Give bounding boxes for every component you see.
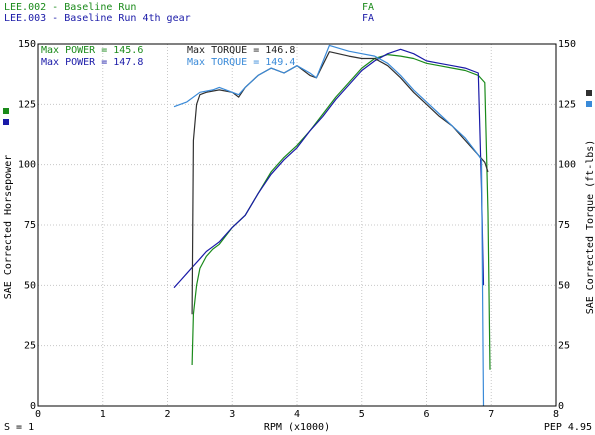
x-tick-label: 8 [553, 409, 559, 420]
y-tick-label-left: 25 [24, 341, 36, 352]
y-tick-label-left: 0 [30, 401, 36, 412]
y-tick-label-right: 125 [558, 99, 576, 110]
run-2-label: LEE.003 - Baseline Run 4th gear [4, 13, 191, 24]
x-tick-label: 3 [229, 409, 235, 420]
y-tick-label-right: 150 [558, 39, 576, 50]
series-line-power-2 [173, 48, 485, 289]
legend-swatch-hp1 [3, 108, 9, 114]
y-tick-label-left: 125 [18, 99, 36, 110]
plot-frame [37, 43, 557, 407]
y-tick-label-right: 25 [558, 341, 570, 352]
stat-max-power-2: Max POWER = 147.8 [41, 57, 143, 68]
y-tick-label-left: 100 [18, 160, 36, 171]
grid [38, 44, 556, 406]
run-1-tag: FA [362, 2, 374, 13]
series-line-torque-2 [173, 44, 485, 407]
series-line-power-1 [191, 53, 491, 370]
footer-right: PEP 4.95 [544, 422, 592, 433]
x-tick-label: 6 [423, 409, 429, 420]
y-tick-label-right: 75 [558, 220, 570, 231]
y-tick-label-right: 50 [558, 280, 570, 291]
x-tick-label: 2 [164, 409, 170, 420]
x-axis-label: RPM (x1000) [264, 422, 330, 433]
legend-swatch-tq1 [586, 90, 592, 96]
y-tick-label-right: 0 [558, 401, 564, 412]
series-lines [173, 44, 491, 407]
y-axis-left-label: SAE Corrected Horsepower [3, 155, 14, 300]
stat-max-torque-2: Max TORQUE = 149.4 [187, 57, 295, 68]
y-axis-right-label: SAE Corrected Torque (ft-lbs) [585, 140, 595, 315]
y-tick-label-left: 50 [24, 280, 36, 291]
series-line-torque-1 [191, 51, 489, 315]
x-tick-label: 0 [35, 409, 41, 420]
stat-max-torque-1: Max TORQUE = 146.8 [187, 45, 295, 56]
y-tick-label-left: 150 [18, 39, 36, 50]
x-tick-label: 5 [359, 409, 365, 420]
footer-left: S = 1 [4, 422, 34, 433]
stat-max-power-1: Max POWER = 145.6 [41, 45, 143, 56]
run-1-label: LEE.002 - Baseline Run [4, 2, 136, 13]
y-tick-label-left: 75 [24, 220, 36, 231]
x-tick-label: 7 [488, 409, 494, 420]
x-tick-label: 1 [100, 409, 106, 420]
x-tick-label: 4 [294, 409, 300, 420]
legend-swatch-hp2 [3, 119, 9, 125]
legend-swatch-tq2 [586, 101, 592, 107]
y-tick-label-right: 100 [558, 160, 576, 171]
run-2-tag: FA [362, 13, 374, 24]
